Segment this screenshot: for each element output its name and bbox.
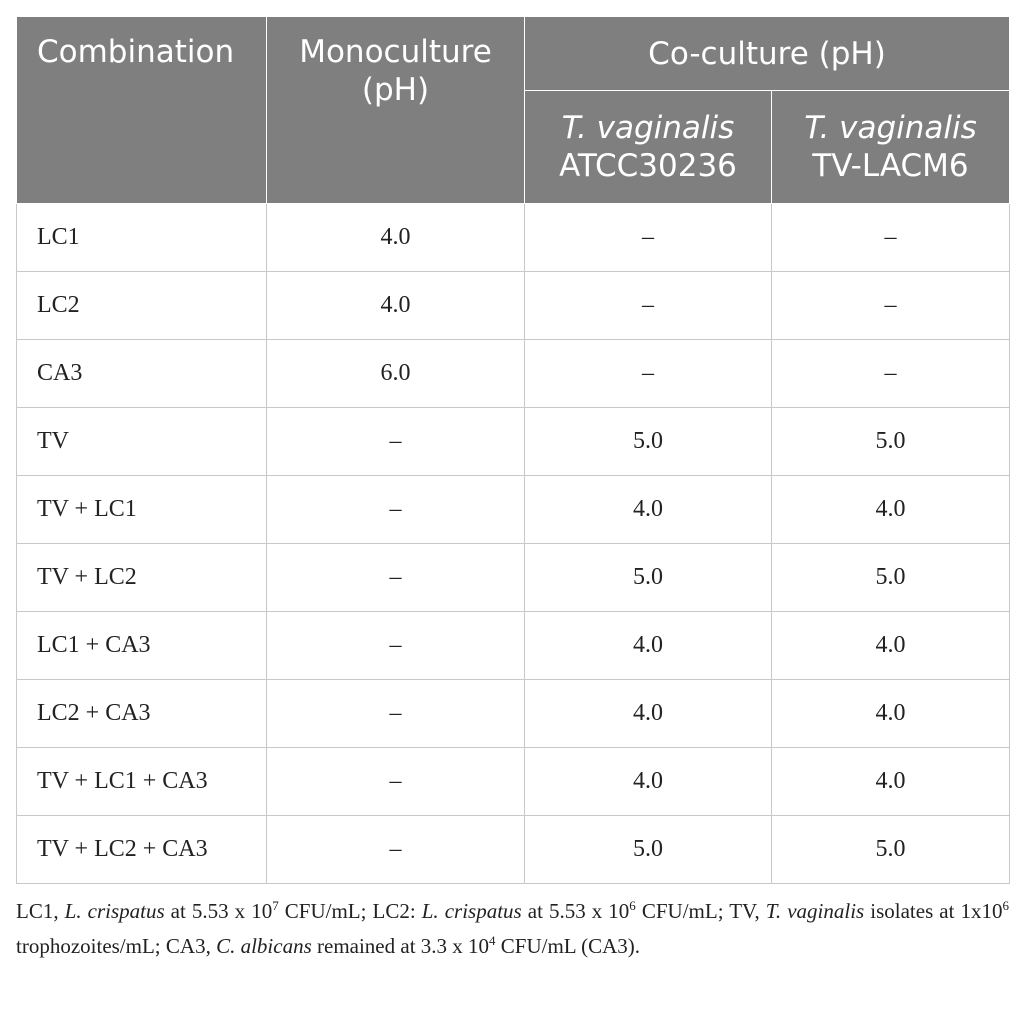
cell-atcc30236: – [524,271,772,340]
header-combination: Combination [16,16,267,204]
footnote-text: CFU/mL (CA3). [495,934,641,958]
cell-tv-lacm6: 5.0 [771,407,1010,476]
cell-monoculture: 4.0 [266,271,525,340]
header-row-2: T. vaginalis ATCC30236 T. vaginalis TV-L… [17,90,1010,204]
cell-tv-lacm6: – [771,339,1010,408]
cell-atcc30236: 5.0 [524,543,772,612]
cell-atcc30236: 4.0 [524,679,772,748]
footnote-species: T. vaginalis [765,899,865,923]
cell-atcc30236: – [524,339,772,408]
footnote-text: LC1, [16,899,65,923]
footnote-text: isolates at 1x10 [864,899,1003,923]
cell-combination: TV + LC1 [16,475,267,544]
footnote-exponent: 6 [629,898,636,913]
cell-atcc30236: 5.0 [524,407,772,476]
header-monoculture-line2: (pH) [361,72,430,108]
cell-tv-lacm6: 4.0 [771,747,1010,816]
cell-combination: CA3 [16,339,267,408]
cell-combination: TV [16,407,267,476]
table-row: CA3 6.0 – – [16,339,1010,408]
cell-tv-lacm6: – [771,203,1010,272]
table-row: LC1 + CA3 – 4.0 4.0 [16,611,1010,680]
cell-monoculture: – [266,475,525,544]
header-row-1: Combination Monoculture (pH) Co-culture … [16,16,1010,204]
table-row: TV + LC2 + CA3 – 5.0 5.0 [16,815,1010,884]
cell-atcc30236: 4.0 [524,747,772,816]
cell-combination: TV + LC2 + CA3 [16,815,267,884]
cell-monoculture: 6.0 [266,339,525,408]
table-figure: Combination Monoculture (pH) Co-culture … [16,16,1010,964]
footnote-species: L. crispatus [421,899,522,923]
cell-combination: TV + LC2 [16,543,267,612]
footnote-text: CFU/mL; TV, [635,899,766,923]
cell-tv-lacm6: 4.0 [771,475,1010,544]
cell-tv-lacm6: 5.0 [771,543,1010,612]
cell-monoculture: – [266,543,525,612]
header-strain2-species: T. vaginalis [804,110,977,146]
cell-combination: LC1 + CA3 [16,611,267,680]
cell-atcc30236: – [524,203,772,272]
ph-results-table: Combination Monoculture (pH) Co-culture … [16,16,1010,884]
cell-combination: LC1 [16,203,267,272]
header-coculture: Co-culture (pH) [524,16,1010,91]
header-monoculture-line1: Monoculture [299,34,492,70]
cell-combination: LC2 + CA3 [16,679,267,748]
cell-tv-lacm6: – [771,271,1010,340]
table-row: LC2 4.0 – – [16,271,1010,340]
header-strain1-species: T. vaginalis [561,110,735,146]
cell-atcc30236: 4.0 [524,611,772,680]
footnote-text: at 5.53 x 10 [164,899,273,923]
footnote-text: at 5.53 x 10 [521,899,630,923]
header-monoculture: Monoculture (pH) [266,16,525,204]
table-row: TV + LC1 + CA3 – 4.0 4.0 [16,747,1010,816]
footnote-exponent: 6 [1002,898,1010,913]
cell-monoculture: – [266,611,525,680]
header-strain-atcc30236: T. vaginalis ATCC30236 [524,90,772,204]
table-footnote: LC1, L. crispatus at 5.53 x 107 CFU/mL; … [16,894,1009,964]
cell-tv-lacm6: 5.0 [771,815,1010,884]
cell-tv-lacm6: 4.0 [771,611,1010,680]
footnote-exponent: 4 [489,933,496,948]
table-row: TV – 5.0 5.0 [16,407,1010,476]
table-row: LC2 + CA3 – 4.0 4.0 [16,679,1010,748]
cell-atcc30236: 5.0 [524,815,772,884]
cell-monoculture: – [266,679,525,748]
table-row: TV + LC1 – 4.0 4.0 [16,475,1010,544]
table-row: LC1 4.0 – – [16,203,1010,272]
footnote-text: remained at 3.3 x 10 [311,934,490,958]
cell-monoculture: – [266,747,525,816]
footnote-species: C. albicans [216,934,312,958]
cell-combination: TV + LC1 + CA3 [16,747,267,816]
cell-combination: LC2 [16,271,267,340]
header-strain1-id: ATCC30236 [559,148,737,184]
header-strain2-id: TV-LACM6 [812,148,969,184]
table-header: Combination Monoculture (pH) Co-culture … [16,16,1010,204]
header-strain-tv-lacm6: T. vaginalis TV-LACM6 [771,90,1010,204]
cell-monoculture: 4.0 [266,203,525,272]
cell-tv-lacm6: 4.0 [771,679,1010,748]
cell-monoculture: – [266,815,525,884]
table-row: TV + LC2 – 5.0 5.0 [16,543,1010,612]
footnote-species: L. crispatus [64,899,165,923]
footnote-text: CFU/mL; LC2: [278,899,422,923]
footnote-text: trophozoites/mL; CA3, [16,934,217,958]
cell-atcc30236: 4.0 [524,475,772,544]
footnote-exponent: 7 [272,898,279,913]
table-body: LC1 4.0 – – LC2 4.0 – – CA3 6.0 – – TV –… [16,203,1010,884]
cell-monoculture: – [266,407,525,476]
